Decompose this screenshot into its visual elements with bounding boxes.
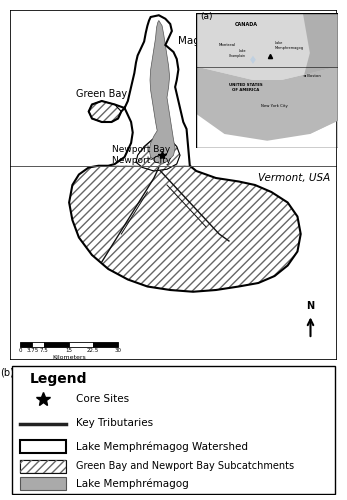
Text: Legend: Legend — [30, 372, 87, 386]
Polygon shape — [296, 12, 338, 134]
Text: Green Bay and Newport Bay Subcatchments: Green Bay and Newport Bay Subcatchments — [76, 462, 294, 471]
Text: 15: 15 — [65, 348, 72, 353]
Text: 30: 30 — [114, 348, 121, 353]
Text: 3.75: 3.75 — [26, 348, 39, 353]
Text: Montreal: Montreal — [219, 44, 236, 48]
Text: 22.5: 22.5 — [87, 348, 99, 353]
Polygon shape — [89, 101, 121, 122]
Bar — [20, 460, 66, 473]
Bar — [93, 342, 118, 346]
Polygon shape — [250, 56, 256, 64]
Text: Magog: Magog — [178, 36, 213, 46]
Text: Lake Memphrémagog Watershed: Lake Memphrémagog Watershed — [76, 442, 248, 452]
Bar — [20, 440, 66, 454]
Text: Core Sites: Core Sites — [76, 394, 129, 404]
Text: Vermont, USA: Vermont, USA — [258, 173, 330, 183]
Text: N: N — [306, 301, 315, 311]
Bar — [20, 460, 66, 473]
Text: Kilometers: Kilometers — [52, 355, 86, 360]
Polygon shape — [196, 66, 338, 141]
Polygon shape — [149, 20, 175, 164]
Text: ◄ Boston: ◄ Boston — [303, 74, 321, 78]
Text: Lake
Memphremagog: Lake Memphremagog — [274, 42, 303, 50]
Text: Quebec, Canada: Quebec, Canada — [244, 117, 330, 127]
Bar — [32, 342, 44, 346]
Bar — [20, 342, 32, 346]
Text: 0: 0 — [18, 348, 22, 353]
Polygon shape — [136, 136, 180, 171]
Text: Newport Bay: Newport Bay — [111, 146, 170, 154]
Bar — [69, 342, 93, 346]
Text: Newport City: Newport City — [111, 156, 171, 165]
Text: Key Tributaries: Key Tributaries — [76, 418, 153, 428]
Polygon shape — [196, 12, 338, 80]
Text: CANADA: CANADA — [234, 22, 257, 27]
Text: (b): (b) — [0, 368, 14, 378]
Text: Green Bay: Green Bay — [76, 89, 127, 99]
Text: Lake
Champlain: Lake Champlain — [229, 50, 246, 58]
Polygon shape — [69, 166, 301, 292]
Text: Lake Memphrémagog: Lake Memphrémagog — [76, 478, 188, 488]
Text: UNITED STATES
OF AMERICA: UNITED STATES OF AMERICA — [229, 83, 263, 92]
Text: New York City: New York City — [261, 104, 288, 108]
Text: (a): (a) — [200, 12, 213, 21]
Bar — [20, 477, 66, 490]
Polygon shape — [196, 12, 338, 73]
Bar — [44, 342, 69, 346]
Text: 7.5: 7.5 — [40, 348, 49, 353]
Polygon shape — [89, 15, 190, 166]
